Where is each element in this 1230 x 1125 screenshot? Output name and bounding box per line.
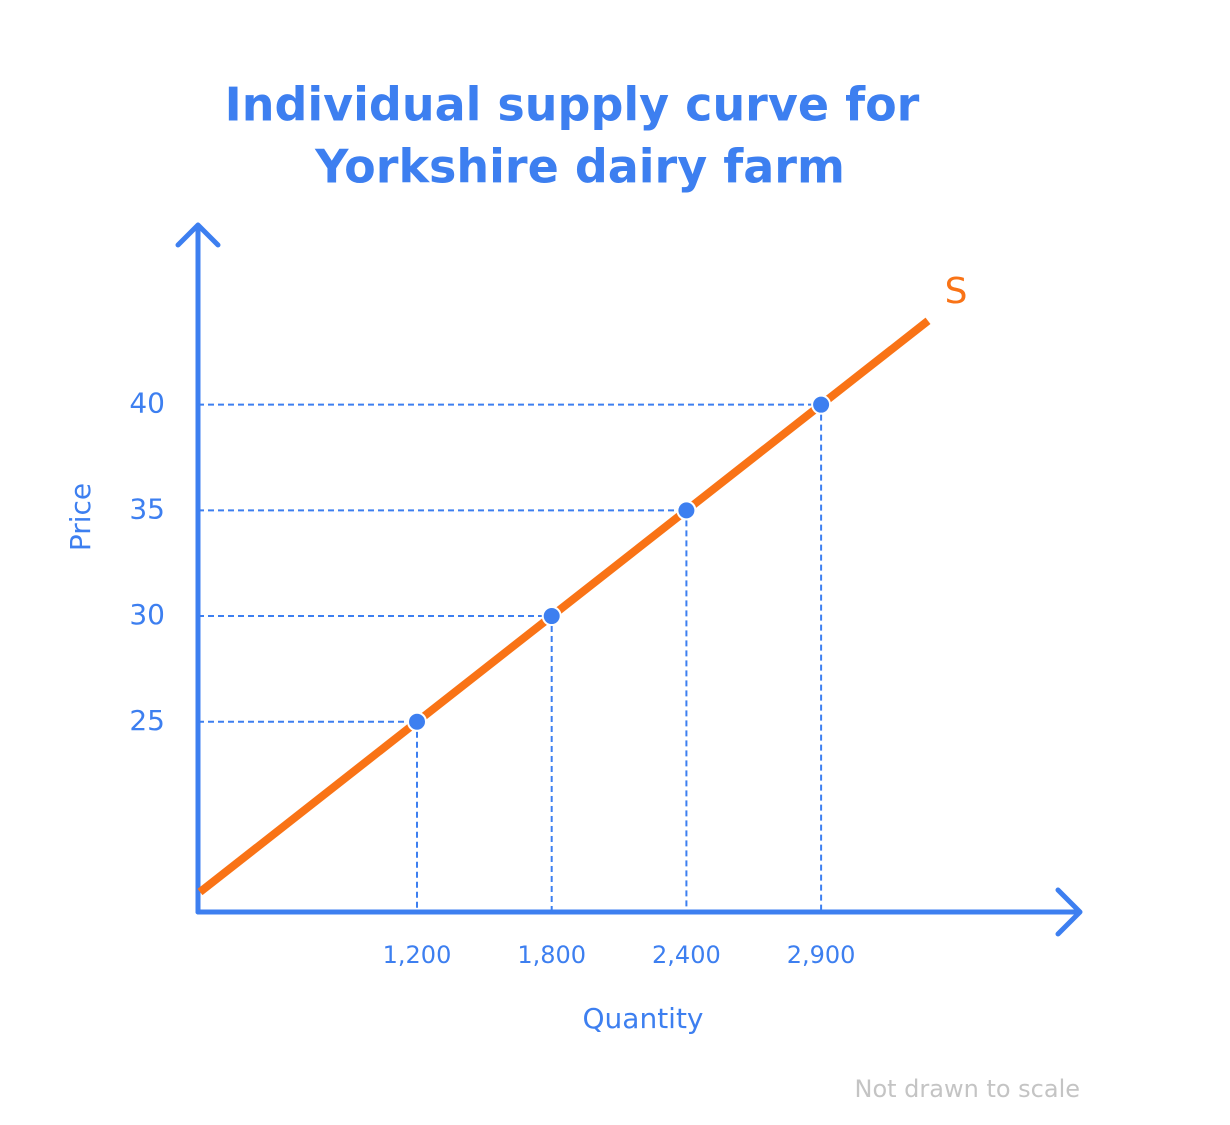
- y-tick-label: 40: [129, 387, 165, 420]
- point: [541, 606, 562, 627]
- x-tick-label: 1,200: [383, 941, 452, 969]
- supply-line: [414, 401, 824, 725]
- point: [676, 500, 697, 521]
- x-tick-label: 2,400: [652, 941, 721, 969]
- chart-title: Individual supply curve for: [225, 78, 920, 132]
- curve-extension: [197, 718, 420, 896]
- x-tick-label: 2,900: [787, 941, 856, 969]
- note: Not drawn to scale: [854, 1075, 1080, 1103]
- point: [407, 711, 427, 732]
- x-tick-label: 1,800: [517, 941, 586, 969]
- y-axis: [175, 222, 221, 915]
- curve-extension: [818, 317, 931, 408]
- series-label: S: [945, 271, 968, 312]
- point: [811, 394, 832, 415]
- chart-title: Yorkshire dairy farm: [314, 140, 845, 194]
- x-axis-label: Quantity: [583, 1002, 704, 1035]
- y-axis-label: Price: [64, 483, 97, 551]
- y-tick-label: 25: [129, 704, 165, 737]
- y-tick-label: 30: [129, 598, 165, 631]
- y-tick-label: 35: [129, 492, 165, 525]
- x-axis: [195, 887, 1083, 937]
